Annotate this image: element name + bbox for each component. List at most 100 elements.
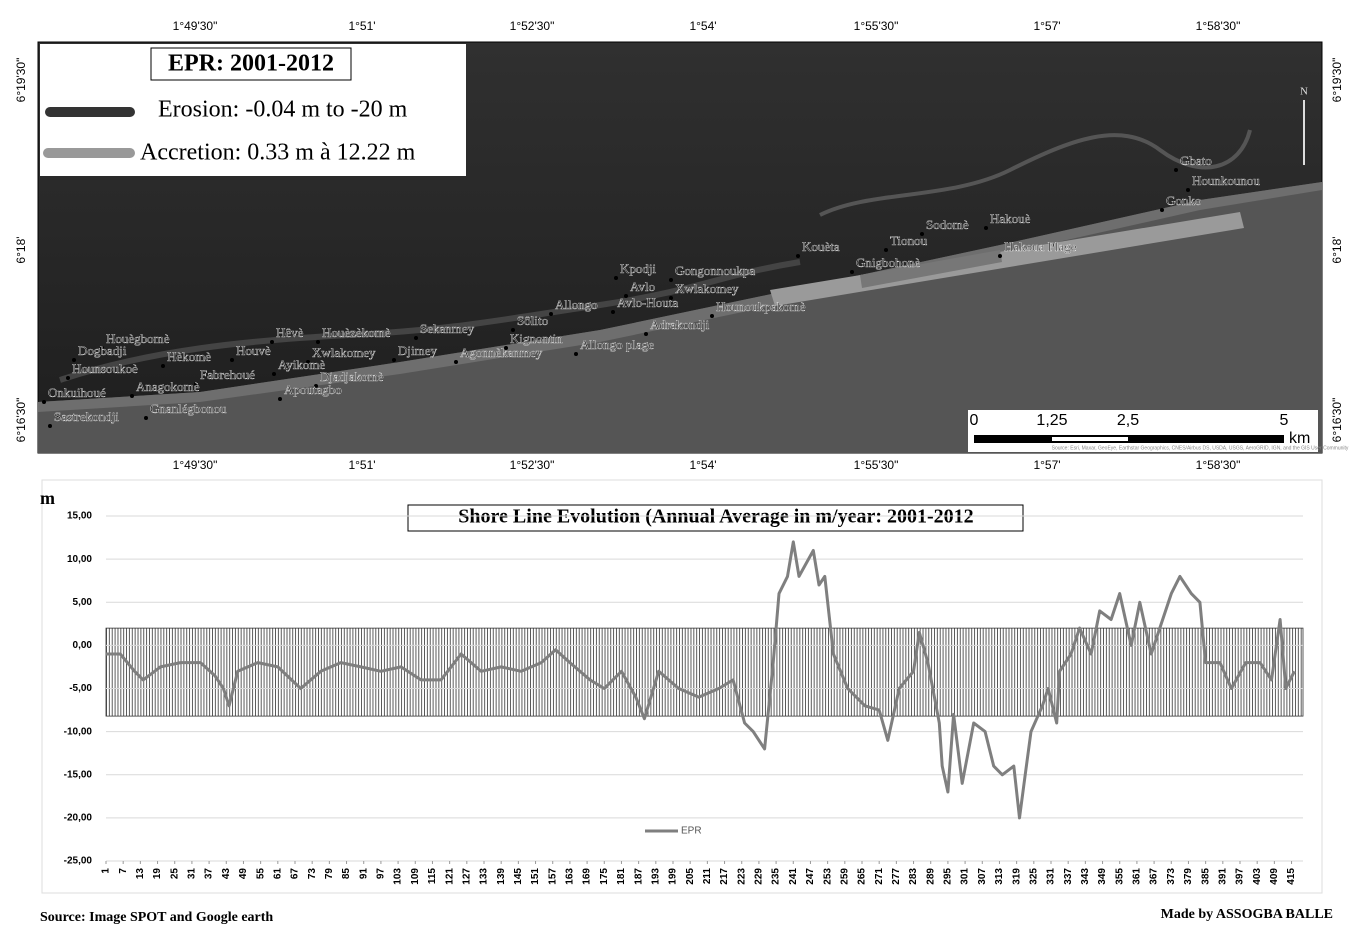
x-tick-label: 73 <box>307 868 318 880</box>
lon-label: 1°51' <box>348 458 375 472</box>
place-label: Houèzèkomè <box>322 325 391 340</box>
place-dot <box>504 346 508 350</box>
place-dot <box>161 364 165 368</box>
place-dot <box>850 270 854 274</box>
x-tick-label: 37 <box>204 868 215 880</box>
x-tick-label: 175 <box>599 868 610 885</box>
x-tick-label: 415 <box>1286 868 1297 885</box>
x-tick-label: 181 <box>616 868 627 885</box>
lat-label: 6°19'30" <box>14 58 28 103</box>
place-label: Kignontin <box>510 331 563 346</box>
x-tick-label: 25 <box>169 868 180 880</box>
credit: Made by ASSOGBA BALLE <box>1161 907 1333 922</box>
place-dot <box>48 424 52 428</box>
x-tick-label: 247 <box>805 868 816 885</box>
place-dot <box>414 336 418 340</box>
scale-label: 1,25 <box>1036 412 1067 429</box>
place-dot <box>392 358 396 362</box>
y-tick-label: -10,00 <box>64 726 93 737</box>
x-tick-label: 235 <box>771 868 782 885</box>
y-axis-label: m <box>40 488 55 508</box>
scale-bar <box>1052 437 1128 441</box>
place-label: Xwlakomey <box>675 281 739 296</box>
place-label: Gonko <box>1166 193 1201 208</box>
place-dot <box>66 376 70 380</box>
lon-label: 1°52'30" <box>510 19 555 33</box>
x-tick-label: 223 <box>736 868 747 885</box>
x-tick-label: 31 <box>187 868 198 880</box>
place-label: Sastrekondji <box>54 409 119 424</box>
x-tick-label: 325 <box>1028 868 1039 885</box>
place-label: Dogbadji <box>78 343 127 358</box>
x-tick-label: 367 <box>1149 868 1160 885</box>
x-tick-label: 121 <box>444 868 455 885</box>
lat-label: 6°18' <box>14 236 28 263</box>
x-tick-label: 193 <box>650 868 661 885</box>
lon-label: 1°57' <box>1033 19 1060 33</box>
legend-item: Erosion: -0.04 m to -20 m <box>158 97 408 123</box>
place-label: Djimey <box>398 343 437 358</box>
place-dot <box>614 276 618 280</box>
place-label: Gnanlégbonou <box>150 401 227 416</box>
place-label: Onkuihoué <box>48 385 106 400</box>
place-label: Adrakondji <box>650 317 710 332</box>
legend-title: EPR: 2001-2012 <box>168 51 334 77</box>
place-dot <box>669 296 673 300</box>
source: Source: Image SPOT and Google earth <box>40 910 273 925</box>
x-tick-label: 55 <box>255 868 266 880</box>
place-dot <box>272 372 276 376</box>
lon-label: 1°57' <box>1033 458 1060 472</box>
y-tick-label: -5,00 <box>69 683 92 694</box>
x-tick-label: 289 <box>925 868 936 885</box>
x-tick-label: 187 <box>633 868 644 885</box>
place-dot <box>1186 188 1190 192</box>
place-dot <box>796 254 800 258</box>
place-dot <box>644 332 648 336</box>
place-dot <box>998 254 1002 258</box>
place-label: Gbato <box>1180 153 1212 168</box>
x-tick-label: 391 <box>1217 868 1228 885</box>
lat-label: 6°16'30" <box>14 398 28 443</box>
x-tick-label: 163 <box>565 868 576 885</box>
lat-label: 6°16'30" <box>1330 398 1344 443</box>
lat-label: 6°19'30" <box>1330 58 1344 103</box>
lon-label: 1°49'30" <box>173 458 218 472</box>
y-tick-label: -20,00 <box>64 813 93 824</box>
place-label: Hakoua Plage <box>1004 239 1077 254</box>
x-tick-label: 19 <box>152 868 163 880</box>
place-dot <box>278 397 282 401</box>
place-dot <box>611 310 615 314</box>
y-tick-label: -25,00 <box>64 856 93 867</box>
x-tick-label: 343 <box>1080 868 1091 885</box>
place-label: Sodomè <box>926 217 969 232</box>
y-tick-label: 15,00 <box>67 511 92 522</box>
scale-unit: km <box>1289 430 1310 447</box>
place-dot <box>920 232 924 236</box>
x-tick-label: 229 <box>754 868 765 885</box>
place-dot <box>624 294 628 298</box>
place-dot <box>230 358 234 362</box>
scale-bar <box>974 435 1284 443</box>
x-tick-label: 199 <box>668 868 679 885</box>
lon-label: 1°55'30" <box>854 19 899 33</box>
x-tick-label: 349 <box>1097 868 1108 885</box>
x-tick-label: 127 <box>461 868 472 885</box>
place-label: Kouèta <box>802 239 840 254</box>
x-tick-label: 205 <box>685 868 696 885</box>
x-tick-label: 103 <box>393 868 404 885</box>
place-dot <box>130 394 134 398</box>
lon-label: 1°58'30" <box>1196 19 1241 33</box>
place-label: Kpodji <box>620 261 657 276</box>
north-arrow: N <box>1300 86 1308 98</box>
place-dot <box>549 312 553 316</box>
figure: EPR: 2001-2012 Erosion: -0.04 m to -20 m… <box>0 0 1351 934</box>
place-label: Sekanmey <box>420 321 475 336</box>
x-tick-label: 241 <box>788 868 799 885</box>
x-tick-label: 1 <box>101 868 112 874</box>
shaded-band <box>106 628 1303 716</box>
x-tick-label: 133 <box>479 868 490 885</box>
x-tick-label: 43 <box>221 868 232 880</box>
x-tick-label: 355 <box>1114 868 1125 885</box>
place-dot <box>1174 168 1178 172</box>
place-dot <box>144 416 148 420</box>
